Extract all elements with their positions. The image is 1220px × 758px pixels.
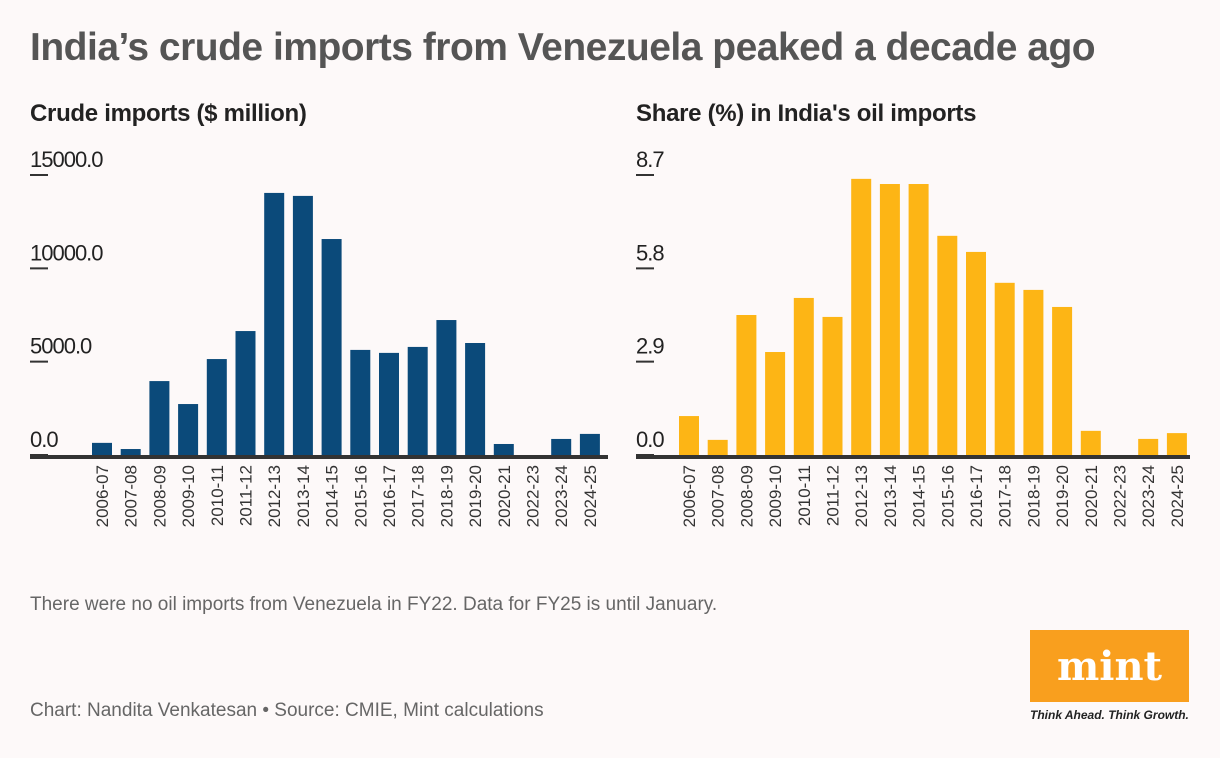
- bar: [178, 404, 199, 455]
- x-tick-label: 2011-12: [824, 465, 843, 526]
- x-tick-label: 2017-18: [409, 465, 428, 527]
- bar: [851, 178, 872, 455]
- x-tick-label: 2018-19: [1024, 465, 1043, 527]
- bar: [736, 315, 757, 455]
- logo-tagline: Think Ahead. Think Growth.: [1030, 708, 1189, 722]
- x-tick-label: 2020-21: [495, 465, 514, 527]
- y-tick-label: 2.9: [636, 334, 664, 359]
- x-tick-label: 2013-14: [294, 465, 313, 527]
- y-tick-label: 0.0: [30, 427, 58, 452]
- y-tick-label: 8.7: [636, 147, 664, 172]
- footnote: There were no oil imports from Venezuela…: [30, 594, 718, 615]
- bar: [765, 352, 786, 455]
- bar: [206, 359, 227, 455]
- x-tick-label: 2023-24: [1139, 465, 1158, 527]
- bar: [321, 239, 342, 455]
- bar: [92, 442, 112, 455]
- bar: [493, 443, 514, 455]
- mint-logo: mint: [1030, 630, 1189, 702]
- y-tick-label: 5.8: [636, 240, 664, 265]
- x-tick-label: 2024-25: [581, 465, 600, 527]
- bar: [679, 416, 699, 455]
- bar: [879, 184, 900, 456]
- bar: [1138, 438, 1159, 455]
- chart-title-imports: Crude imports ($ million): [30, 100, 307, 127]
- x-tick-label: 2019-20: [466, 465, 485, 527]
- bar: [235, 331, 256, 455]
- x-tick-label: 2015-16: [938, 465, 957, 527]
- x-tick-label: 2009-10: [179, 465, 198, 527]
- x-tick-label: 2022-23: [1111, 465, 1130, 527]
- y-tick-label: 5000.0: [30, 334, 92, 359]
- x-tick-label: 2015-16: [351, 465, 370, 527]
- x-tick-label: 2007-08: [122, 465, 141, 527]
- x-tick-label: 2013-14: [881, 465, 900, 527]
- bar: [120, 449, 141, 455]
- bar: [407, 346, 428, 455]
- bar: [465, 343, 486, 455]
- x-tick-label: 2024-25: [1168, 465, 1187, 527]
- bar: [966, 251, 986, 455]
- x-tick-label: 2006-07: [680, 465, 699, 527]
- x-tick-label: 2012-13: [265, 465, 284, 527]
- x-tick-label: 2006-07: [93, 465, 112, 527]
- x-tick-label: 2022-23: [524, 465, 543, 527]
- x-tick-label: 2018-19: [437, 465, 456, 527]
- x-tick-label: 2012-13: [852, 465, 871, 527]
- page-title: India’s crude imports from Venezuela pea…: [30, 26, 1096, 69]
- bar: [292, 195, 313, 455]
- x-tick-label: 2020-21: [1082, 465, 1101, 527]
- x-tick-label: 2010-11: [208, 465, 227, 526]
- imports-bar-chart: 0.0 5000.0 10000.0 15000.0 2006-07 2007-08 200…: [30, 147, 608, 527]
- bar: [551, 438, 572, 455]
- x-tick-label: 2008-09: [150, 465, 169, 527]
- bar: [937, 235, 958, 455]
- x-tick-label: 2017-18: [996, 465, 1015, 527]
- bar: [822, 316, 843, 455]
- bar: [264, 192, 285, 456]
- credit-line: Chart: Nandita Venkatesan • Source: CMIE…: [30, 700, 544, 721]
- bar: [793, 297, 814, 455]
- x-tick-label: 2019-20: [1053, 465, 1072, 527]
- logo-text: mint: [1056, 642, 1163, 690]
- y-tick-label: 10000.0: [30, 240, 103, 265]
- bar: [1023, 289, 1044, 455]
- x-tick-label: 2010-11: [795, 465, 814, 526]
- y-tick-label: 15000.0: [30, 147, 103, 172]
- y-tick-label: 0.0: [636, 427, 664, 452]
- bar: [350, 349, 371, 455]
- x-tick-label: 2014-15: [323, 465, 342, 527]
- bar: [994, 282, 1015, 455]
- bar: [1080, 430, 1101, 455]
- x-tick-label: 2011-12: [237, 465, 256, 526]
- bar: [436, 320, 457, 455]
- bar: [908, 184, 929, 456]
- x-tick-label: 2023-24: [552, 465, 571, 527]
- x-tick-label: 2016-17: [967, 465, 986, 527]
- x-tick-label: 2008-09: [737, 465, 756, 527]
- bar: [149, 381, 170, 455]
- bar: [1166, 433, 1187, 455]
- x-tick-label: 2009-10: [766, 465, 785, 527]
- bar: [379, 352, 399, 455]
- x-tick-label: 2016-17: [380, 465, 399, 527]
- share-bar-chart: 0.0 2.9 5.8 8.7 2006-07 2007-08 2008-09 2009-10…: [636, 147, 1190, 527]
- bar: [579, 433, 600, 455]
- x-tick-label: 2007-08: [709, 465, 728, 527]
- chart-title-share: Share (%) in India's oil imports: [636, 100, 977, 127]
- bar: [707, 439, 728, 455]
- bar: [1052, 306, 1073, 455]
- x-tick-label: 2014-15: [910, 465, 929, 527]
